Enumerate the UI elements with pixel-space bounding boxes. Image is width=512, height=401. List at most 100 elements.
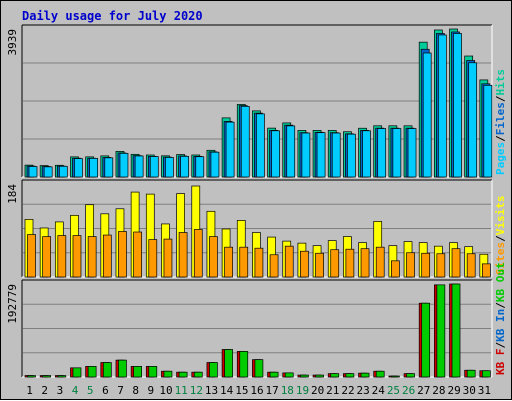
bar-sites-day-2 [42, 236, 52, 278]
bar-sites-day-13 [209, 236, 218, 278]
legend-separator: / [494, 95, 507, 102]
x-tick-label-day-6: 6 [102, 384, 109, 397]
bar-sites-day-16 [254, 247, 264, 278]
legend-separator: / [494, 342, 507, 349]
x-tick-label-day-28: 28 [432, 384, 445, 397]
bar-kb-out-day-26 [406, 373, 415, 378]
legend-item-sites: Sites [494, 242, 507, 275]
x-tick-label-day-10: 10 [159, 384, 172, 397]
y-tick-label: 3939 [6, 29, 19, 56]
bar-pages-day-4 [74, 158, 83, 178]
bar-sites-day-18 [284, 245, 294, 278]
bar-kb-out-day-25 [391, 375, 400, 378]
bar-kb-out-day-6 [102, 362, 112, 378]
x-tick-label-day-29: 29 [447, 384, 460, 397]
bar-kb-out-day-20 [315, 374, 324, 378]
bar-sites-day-15 [239, 246, 249, 278]
bar-kb-out-day-30 [466, 369, 476, 378]
bar-sites-day-26 [406, 252, 415, 278]
bar-sites-day-25 [391, 260, 400, 278]
bar-kb-out-day-19 [300, 374, 309, 378]
bar-kb-out-day-5 [87, 366, 97, 378]
bar-sites-day-3 [57, 235, 67, 278]
x-tick-label-day-21: 21 [326, 384, 339, 397]
bar-kb-out-day-11 [178, 371, 188, 378]
chart-title: Daily usage for July 2020 [22, 9, 203, 23]
x-tick-label-day-20: 20 [311, 384, 324, 397]
bar-pages-day-28 [438, 34, 447, 178]
x-tick-label-day-31: 31 [478, 384, 491, 397]
bar-pages-day-16 [256, 113, 265, 178]
x-tick-label-day-5: 5 [87, 384, 94, 397]
y-tick-label: 184 [6, 184, 19, 204]
bar-kb-out-day-16 [254, 359, 264, 378]
bar-sites-day-9 [148, 239, 158, 278]
x-tick-label-day-17: 17 [266, 384, 279, 397]
bar-kb-out-day-28 [436, 284, 446, 378]
bar-pages-day-3 [58, 165, 68, 178]
bar-sites-day-23 [360, 248, 370, 278]
bar-sites-day-5 [87, 236, 97, 278]
bar-pages-day-19 [301, 132, 311, 178]
bar-pages-day-26 [407, 128, 417, 178]
bar-sites-day-12 [193, 229, 203, 278]
bar-pages-day-30 [468, 62, 478, 178]
x-tick-label-day-16: 16 [250, 384, 263, 397]
bar-pages-day-9 [149, 156, 159, 178]
bar-sites-day-1 [27, 234, 36, 278]
bar-pages-day-15 [240, 106, 250, 178]
bar-pages-day-21 [331, 132, 341, 178]
bar-pages-day-18 [286, 125, 296, 178]
bar-kb-out-day-1 [27, 375, 36, 378]
bar-sites-day-27 [421, 252, 431, 278]
x-tick-label-day-11: 11 [175, 384, 188, 397]
x-tick-label-day-8: 8 [132, 384, 139, 397]
bar-kb-out-day-31 [481, 370, 491, 378]
bar-pages-day-10 [165, 157, 174, 178]
legend-hits-files-pages: Pages/Files/Hits [494, 69, 507, 175]
bar-sites-day-29 [451, 248, 461, 278]
bar-sites-day-11 [178, 232, 188, 278]
x-tick-label-day-27: 27 [417, 384, 430, 397]
bar-sites-day-20 [315, 252, 324, 278]
bar-pages-day-8 [134, 155, 144, 178]
bar-pages-day-12 [195, 156, 205, 178]
bar-pages-day-20 [316, 132, 326, 178]
bar-kb-out-day-8 [133, 366, 142, 378]
legend-item-hits: Hits [494, 69, 507, 96]
bar-kb-out-day-9 [148, 366, 158, 378]
bar-sites-day-8 [133, 231, 142, 278]
legend-visits-sites: Sites/Visits [494, 196, 507, 276]
bar-kb-out-day-18 [284, 372, 294, 378]
x-tick-label-day-3: 3 [57, 384, 64, 397]
legend-item-files: Files [494, 102, 507, 135]
x-tick-label-day-4: 4 [72, 384, 79, 397]
bar-pages-day-14 [225, 121, 235, 178]
x-tick-label-day-25: 25 [387, 384, 400, 397]
x-tick-label-day-23: 23 [357, 384, 370, 397]
x-tick-label-day-18: 18 [281, 384, 294, 397]
legend-item-visits: Visits [494, 196, 507, 236]
bar-kb-out-day-24 [375, 370, 385, 378]
bar-pages-day-13 [210, 151, 220, 178]
y-tick-label: 192779 [6, 284, 19, 324]
bar-sites-day-7 [118, 231, 127, 278]
bar-kb-out-day-14 [224, 349, 233, 378]
x-tick-label-day-7: 7 [117, 384, 124, 397]
legend-item-kb-in: KB In [494, 309, 507, 342]
bar-kb-out-day-29 [451, 283, 461, 378]
bar-pages-day-17 [271, 130, 280, 178]
bar-sites-day-4 [72, 235, 82, 278]
bar-pages-day-23 [362, 130, 371, 178]
bar-pages-day-11 [180, 155, 189, 178]
legend-item-kb-f: KB F [494, 349, 507, 376]
bar-pages-day-5 [89, 158, 98, 178]
legend-separator: / [494, 135, 507, 142]
bar-sites-day-24 [375, 246, 385, 278]
bar-sites-day-17 [269, 254, 279, 278]
x-tick-label-day-19: 19 [296, 384, 309, 397]
legend-item-kb-out: KB Out [494, 262, 507, 302]
bar-pages-day-29 [453, 33, 462, 178]
